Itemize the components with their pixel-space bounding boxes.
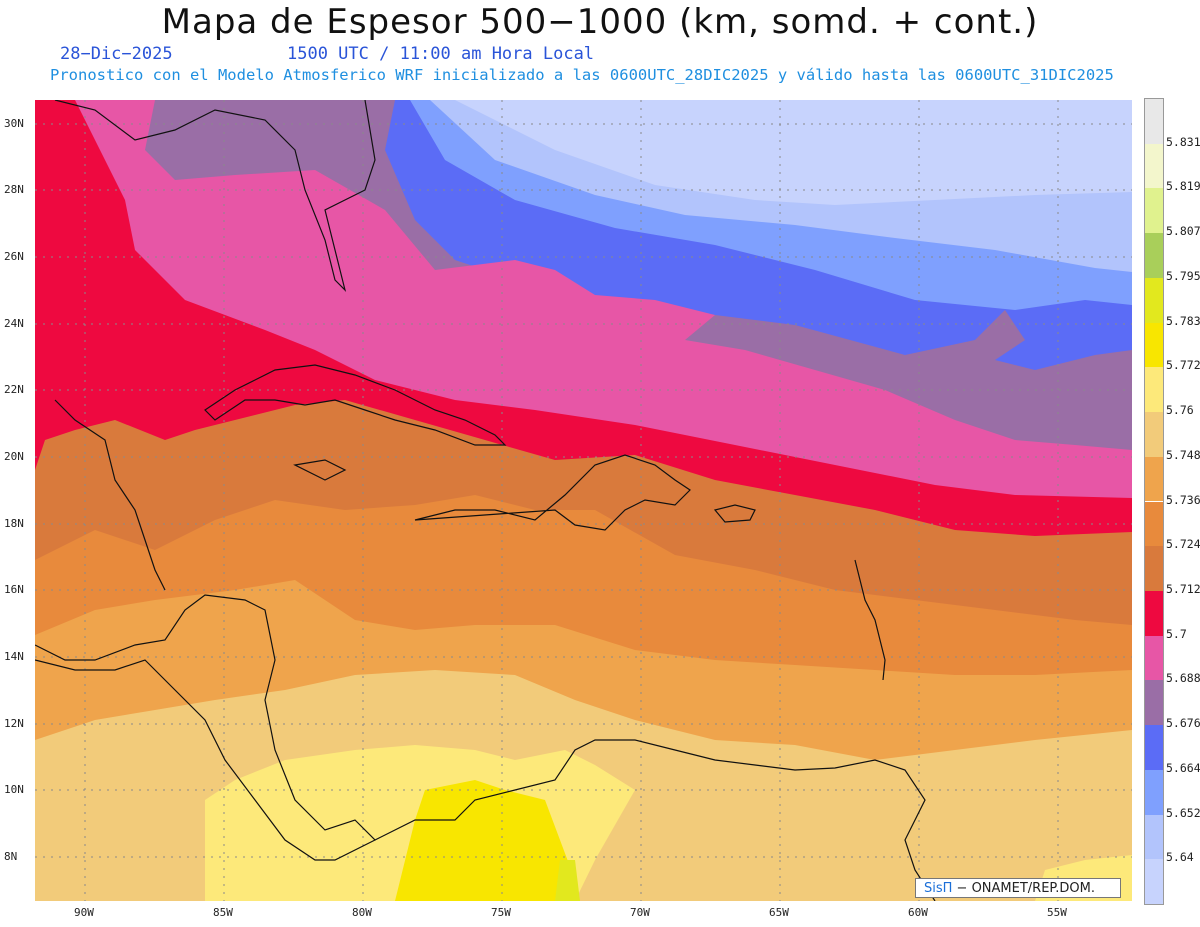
legend-swatch	[1145, 456, 1163, 502]
legend-swatch	[1145, 814, 1163, 860]
us-gulf-florida-coast	[54, 100, 376, 292]
legend-swatch	[1145, 367, 1163, 413]
lat-label-16n: 16N	[4, 583, 24, 596]
lat-label-20n: 20N	[4, 450, 24, 463]
lon-label-60w: 60W	[908, 906, 928, 919]
lon-label-70w: 70W	[630, 906, 650, 919]
jamaica-coast	[293, 459, 347, 481]
legend-swatch	[1145, 769, 1163, 815]
map-title: Mapa de Espesor 500−1000 (km, somd. + co…	[161, 2, 1039, 42]
lesser-antilles	[854, 559, 886, 681]
band-5796	[555, 860, 580, 901]
legend-label: 5.652	[1166, 805, 1200, 820]
legend-swatch	[1145, 546, 1163, 591]
lat-label-22n: 22N	[4, 383, 24, 396]
legend-label: 5.783	[1166, 313, 1200, 328]
yucatan-coast	[54, 399, 166, 591]
lon-label-55w: 55W	[1047, 906, 1067, 919]
legend-swatch	[1145, 725, 1163, 770]
legend-label: 5.664	[1166, 760, 1200, 775]
legend-swatch	[1145, 233, 1163, 278]
legend-swatch	[1145, 322, 1163, 368]
legend-label: 5.64	[1166, 850, 1194, 865]
lat-label-12n: 12N	[4, 717, 24, 730]
legend-label: 5.76	[1166, 403, 1194, 418]
legend-label: 5.772	[1166, 358, 1200, 373]
legend-label: 5.795	[1166, 268, 1200, 283]
lat-label-26n: 26N	[4, 250, 24, 263]
legend-swatch	[1145, 590, 1163, 636]
forecast-info: Pronostico con el Modelo Atmosferico WRF…	[50, 66, 1114, 84]
lat-label-8n: 8N	[4, 850, 18, 863]
legend-label: 5.712	[1166, 581, 1200, 596]
lon-label-80w: 80W	[352, 906, 372, 919]
lat-label-18n: 18N	[4, 517, 24, 530]
legend-swatch	[1145, 99, 1163, 144]
south-america-coast	[374, 739, 936, 901]
legend-label: 5.748	[1166, 447, 1200, 462]
forecast-time: 1500 UTC / 11:00 am Hora Local	[287, 44, 595, 64]
map-canvas	[35, 100, 1132, 901]
lat-label-10n: 10N	[4, 783, 24, 796]
band-5784	[395, 780, 580, 901]
coastlines	[35, 100, 936, 901]
cuba-coast	[204, 364, 507, 446]
lon-label-65w: 65W	[769, 906, 789, 919]
lat-label-28n: 28N	[4, 183, 24, 196]
legend-swatch	[1145, 188, 1163, 234]
lon-label-85w: 85W	[213, 906, 233, 919]
credit-box: SisΠ − ONAMET/REP.DOM.	[915, 878, 1121, 898]
graticule	[35, 100, 1132, 901]
puerto-rico-coast	[713, 504, 756, 523]
legend-label: 5.688	[1166, 671, 1200, 686]
legend-swatch	[1145, 635, 1163, 681]
lat-label-30n: 30N	[4, 117, 24, 130]
thickness-map	[35, 100, 1132, 901]
legend-swatch	[1145, 143, 1163, 189]
legend-label: 5.807	[1166, 224, 1200, 239]
legend-label: 5.7	[1166, 626, 1187, 641]
central-america-coast	[35, 594, 377, 861]
legend-label: 5.831	[1166, 134, 1200, 149]
forecast-date: 28−Dic−2025	[60, 44, 173, 64]
lon-label-75w: 75W	[491, 906, 511, 919]
legend-label: 5.736	[1166, 492, 1200, 507]
legend-label: 5.676	[1166, 716, 1200, 731]
lon-label-90w: 90W	[74, 906, 94, 919]
color-legend	[1144, 98, 1164, 905]
legend-swatch	[1145, 277, 1163, 323]
lat-label-14n: 14N	[4, 650, 24, 663]
sispi-logo: SisΠ	[924, 881, 953, 896]
lat-label-24n: 24N	[4, 317, 24, 330]
legend-swatch	[1145, 859, 1163, 904]
legend-swatch	[1145, 680, 1163, 726]
credit-text: − ONAMET/REP.DOM.	[952, 881, 1095, 896]
legend-label: 5.724	[1166, 537, 1200, 552]
legend-swatch	[1145, 412, 1163, 457]
legend-swatch	[1145, 501, 1163, 547]
legend-label: 5.819	[1166, 179, 1200, 194]
hispaniola-coast	[414, 454, 691, 531]
